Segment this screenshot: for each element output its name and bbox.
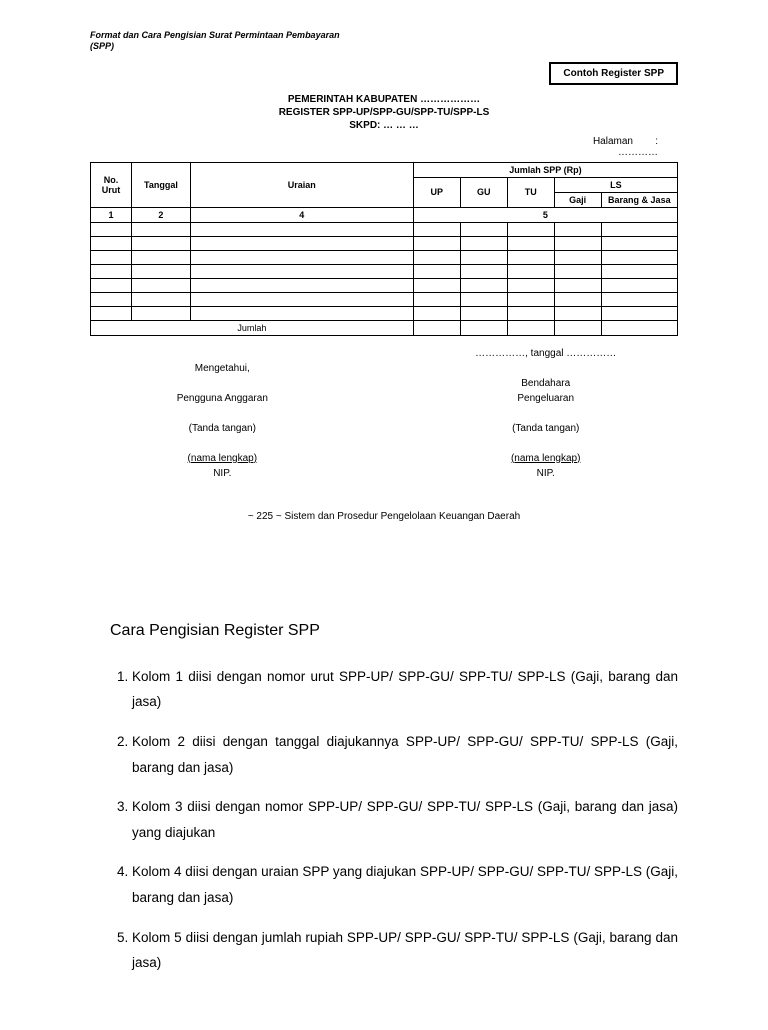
header-line1: Format dan Cara Pengisian Surat Perminta… (90, 30, 340, 40)
table-row (91, 278, 678, 292)
gov-line: PEMERINTAH KABUPATEN ……………… (288, 94, 480, 105)
example-badge: Contoh Register SPP (549, 62, 678, 85)
jumlah-tu (507, 320, 554, 335)
th-gaji: Gaji (554, 192, 601, 207)
colnum-1: 1 (91, 207, 132, 222)
table-row (91, 264, 678, 278)
header-line2: (SPP) (90, 41, 114, 51)
th-up: UP (413, 177, 460, 207)
instruction-item: Kolom 3 diisi dengan nomor SPP-UP/ SPP-G… (132, 794, 678, 845)
th-tanggal: Tanggal (132, 162, 191, 207)
register-table: No. Urut Tanggal Uraian Jumlah SPP (Rp) … (90, 162, 678, 336)
table-row (91, 222, 678, 236)
register-line: REGISTER SPP-UP/SPP-GU/SPP-TU/SPP-LS (279, 107, 490, 118)
th-uraian: Uraian (190, 162, 413, 207)
date-placeholder: ……………, tanggal …………… (475, 348, 616, 359)
signature-block: Mengetahui, Pengguna Anggaran (Tanda tan… (90, 346, 678, 481)
jumlah-barang (601, 320, 677, 335)
jumlah-gaji (554, 320, 601, 335)
instructions-list: Kolom 1 diisi dengan nomor urut SPP-UP/ … (110, 664, 678, 976)
colnum-5: 5 (413, 207, 677, 222)
doc-header: Format dan Cara Pengisian Surat Perminta… (90, 30, 678, 52)
footer: ~ 225 ~ Sistem dan Prosedur Pengelolaan … (90, 511, 678, 522)
colnum-2: 2 (132, 207, 191, 222)
instructions-title: Cara Pengisian Register SPP (110, 622, 678, 640)
th-ls: LS (554, 177, 677, 192)
jumlah-gu (460, 320, 507, 335)
th-jumlah-group: Jumlah SPP (Rp) (413, 162, 677, 177)
instruction-item: Kolom 2 diisi dengan tanggal diajukannya… (132, 729, 678, 780)
jumlah-label: Jumlah (91, 320, 414, 335)
th-barang-jasa: Barang & Jasa (601, 192, 677, 207)
th-gu: GU (460, 177, 507, 207)
instruction-item: Kolom 5 diisi dengan jumlah rupiah SPP-U… (132, 925, 678, 976)
colnum-4: 4 (190, 207, 413, 222)
table-row (91, 306, 678, 320)
signature-left: Mengetahui, Pengguna Anggaran (Tanda tan… (90, 346, 355, 481)
title-block: PEMERINTAH KABUPATEN ……………… REGISTER SPP… (90, 93, 678, 132)
instruction-item: Kolom 1 diisi dengan nomor urut SPP-UP/ … (132, 664, 678, 715)
th-no-urut: No. Urut (91, 162, 132, 207)
table-row (91, 292, 678, 306)
th-tu: TU (507, 177, 554, 207)
page-label: Halaman : ………… (90, 136, 678, 158)
table-row (91, 236, 678, 250)
skpd-line: SKPD: … … … (349, 120, 418, 131)
instruction-item: Kolom 4 diisi dengan uraian SPP yang dia… (132, 859, 678, 910)
table-row (91, 250, 678, 264)
jumlah-up (413, 320, 460, 335)
signature-right: ……………, tanggal …………… Bendahara Pengeluar… (413, 346, 678, 481)
